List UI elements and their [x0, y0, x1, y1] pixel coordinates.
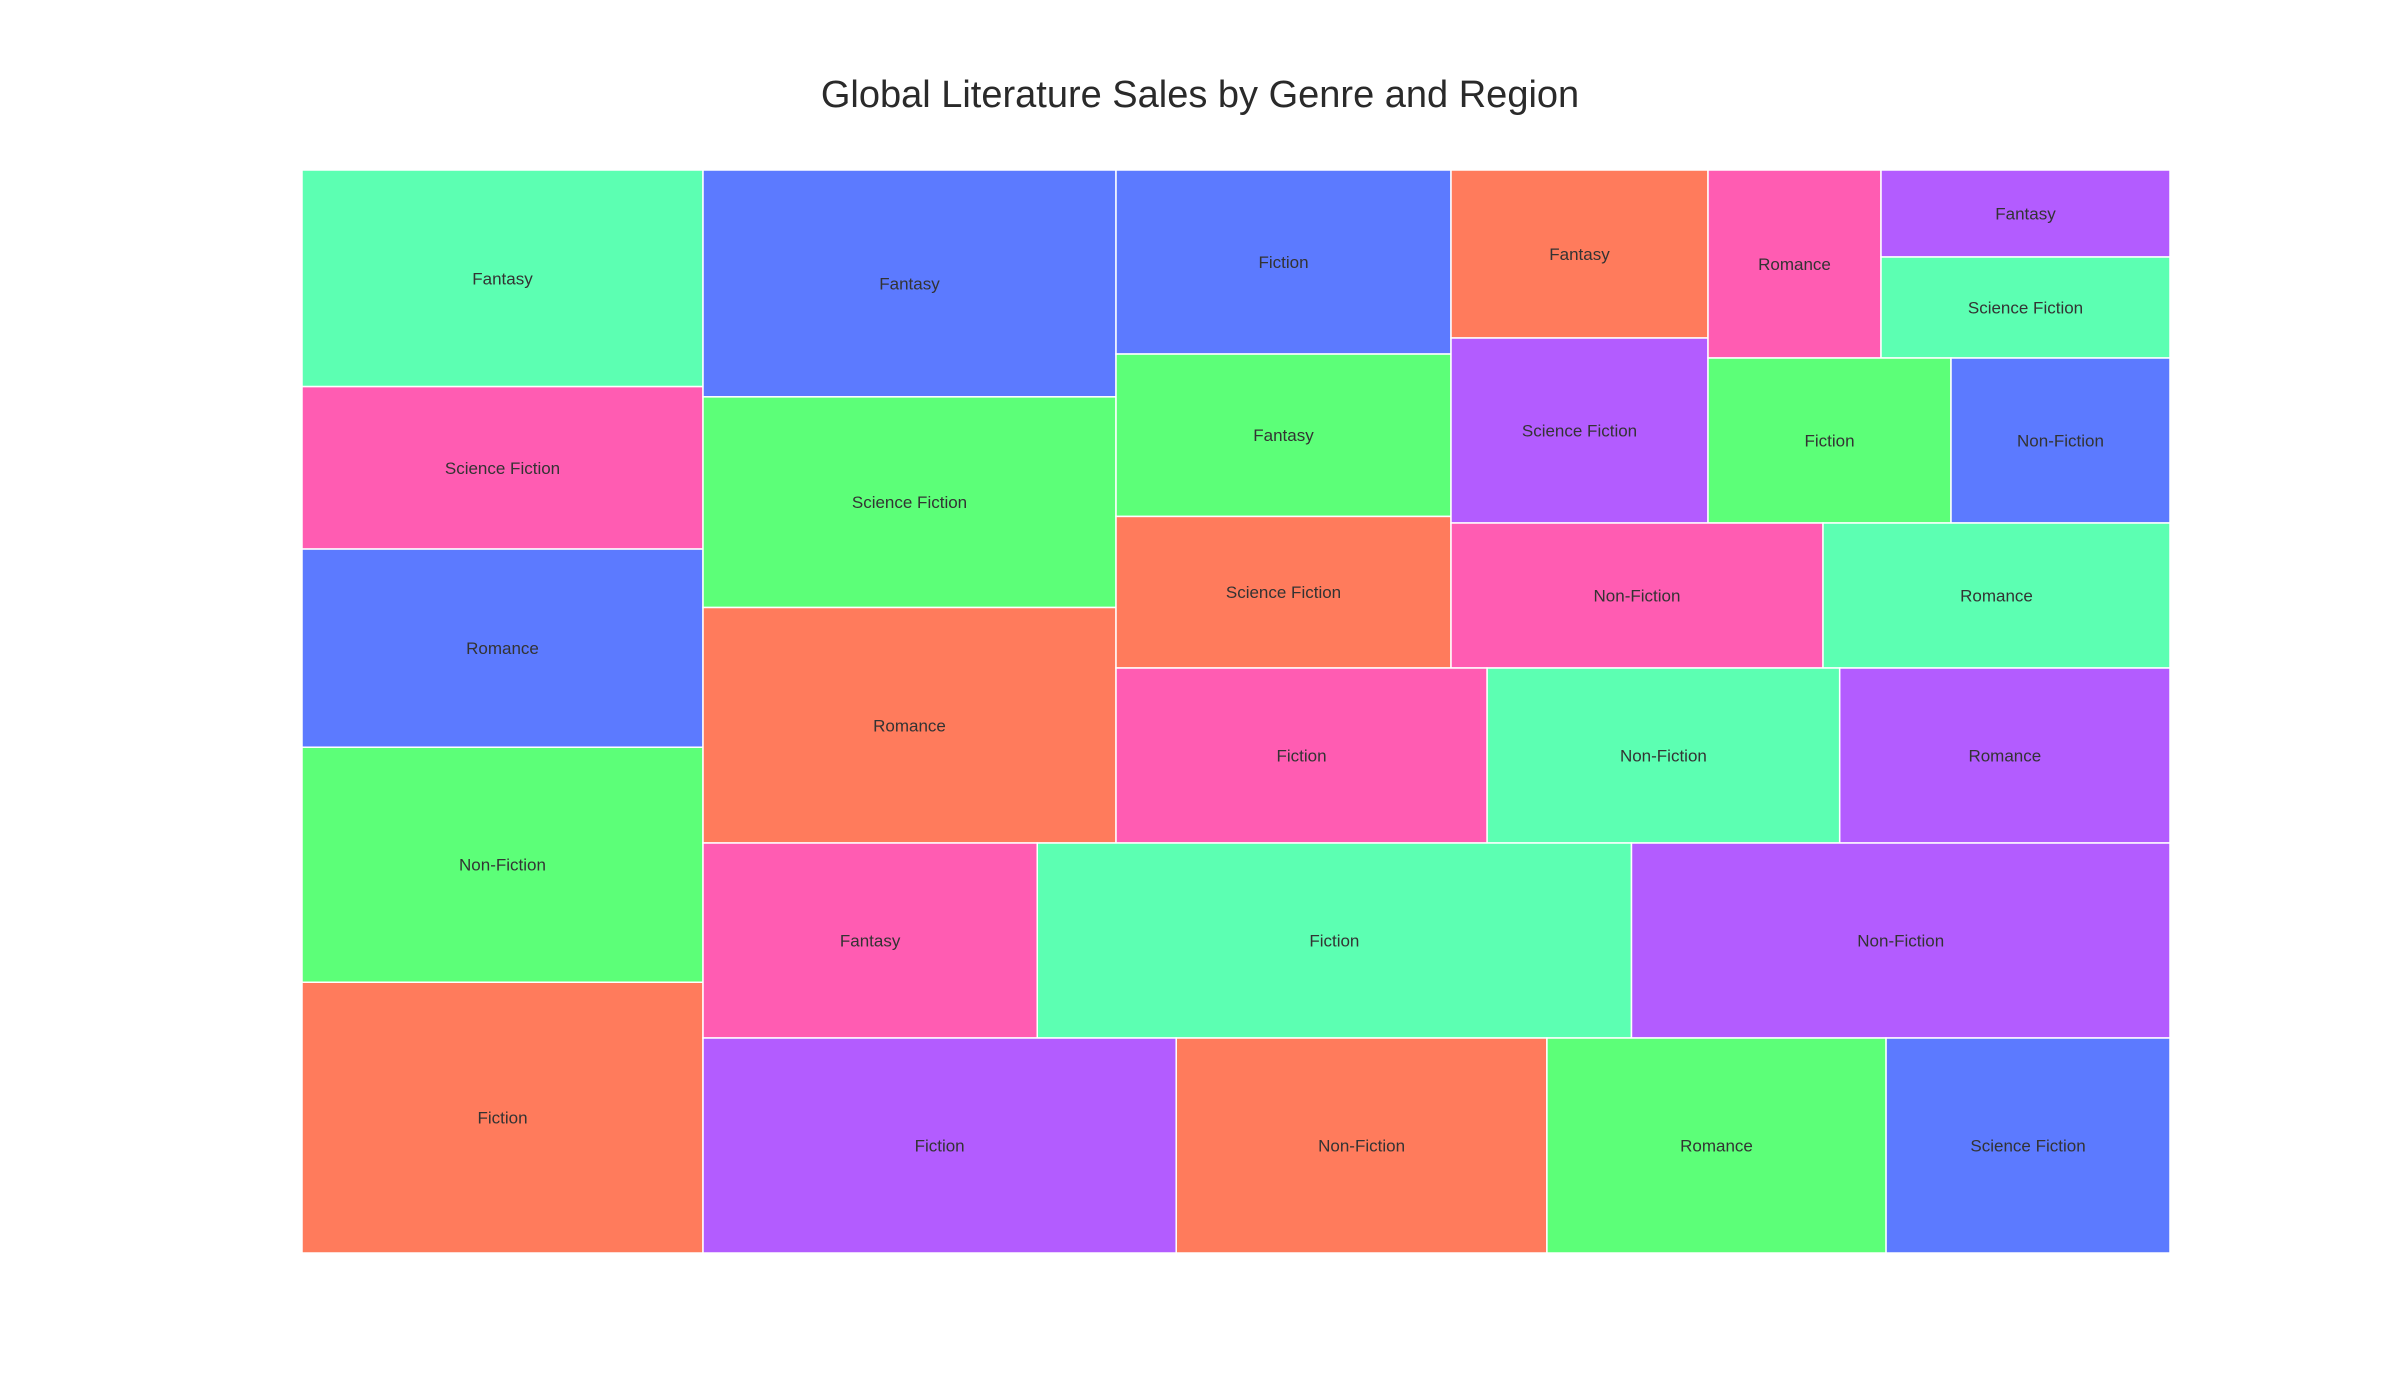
treemap-tile[interactable]: Fiction	[1115, 667, 1488, 844]
tile-label: Fiction	[915, 1137, 965, 1156]
tile-rect[interactable]	[1950, 357, 2171, 524]
chart-title: Global Literature Sales by Genre and Reg…	[820, 74, 1580, 116]
tile-label: Fiction	[1258, 253, 1308, 272]
tile-label: Non-Fiction	[1318, 1137, 1405, 1156]
tile-label: Science Fiction	[1968, 299, 2083, 318]
tile-rect[interactable]	[1115, 667, 1488, 844]
treemap-tile[interactable]: Non-Fiction	[301, 746, 704, 984]
tile-label: Science Fiction	[1226, 583, 1341, 602]
treemap-tile[interactable]: Fiction	[1707, 357, 1952, 524]
treemap-tile[interactable]: Fantasy	[1880, 169, 2171, 258]
tile-rect[interactable]	[702, 169, 1117, 398]
tile-label: Romance	[1968, 747, 2041, 766]
treemap-tile[interactable]: Fantasy	[702, 842, 1039, 1039]
treemap-tile[interactable]: Science Fiction	[301, 385, 704, 550]
tile-rect[interactable]	[1450, 169, 1709, 339]
tile-rect[interactable]	[1115, 169, 1452, 355]
tile-label: Science Fiction	[1970, 1137, 2085, 1156]
treemap-tile[interactable]: Romance	[702, 606, 1117, 844]
tile-rect[interactable]	[1885, 1037, 2171, 1254]
treemap-tile[interactable]: Romance	[1546, 1037, 1887, 1254]
tile-rect[interactable]	[301, 746, 704, 984]
tile-rect[interactable]	[702, 396, 1117, 609]
tile-rect[interactable]	[702, 842, 1039, 1039]
tile-rect[interactable]	[1546, 1037, 1887, 1254]
treemap-tile[interactable]: Science Fiction	[1115, 515, 1452, 669]
treemap-tile[interactable]: Romance	[1822, 522, 2171, 669]
tile-rect[interactable]	[1707, 169, 1882, 359]
treemap-tile[interactable]: Non-Fiction	[1175, 1037, 1548, 1254]
treemap-tile[interactable]: Fantasy	[1450, 169, 1709, 339]
tile-label: Fantasy	[1995, 205, 2056, 224]
treemap-tile[interactable]: Non-Fiction	[1450, 522, 1824, 669]
treemap-tile[interactable]: Fantasy	[702, 169, 1117, 398]
treemap-tile[interactable]: Non-Fiction	[1486, 667, 1841, 844]
treemap-tile[interactable]: Science Fiction	[1885, 1037, 2171, 1254]
treemap-tile[interactable]: Science Fiction	[1450, 337, 1709, 524]
tile-label: Fantasy	[840, 932, 901, 951]
tile-label: Fantasy	[1549, 245, 1610, 264]
tile-label: Non-Fiction	[2017, 432, 2104, 451]
tile-label: Fiction	[1277, 747, 1327, 766]
tile-label: Fantasy	[879, 274, 940, 293]
tile-rect[interactable]	[1822, 522, 2171, 669]
tile-label: Fantasy	[472, 269, 533, 288]
tile-label: Romance	[1960, 587, 2033, 606]
tile-rect[interactable]	[1880, 169, 2171, 258]
tile-label: Fiction	[1309, 932, 1359, 951]
treemap-tile[interactable]: Fiction	[702, 1037, 1177, 1254]
tile-rect[interactable]	[301, 169, 704, 388]
tile-label: Romance	[466, 639, 539, 658]
treemap-tile[interactable]: Science Fiction	[702, 396, 1117, 609]
treemap-tile[interactable]: Fantasy	[1115, 353, 1452, 518]
tile-rect[interactable]	[1838, 667, 2171, 844]
tile-rect[interactable]	[301, 548, 704, 748]
treemap-tile[interactable]: Fantasy	[301, 169, 704, 388]
tile-label: Fantasy	[1253, 426, 1314, 445]
tile-label: Non-Fiction	[1594, 587, 1681, 606]
tile-rect[interactable]	[1450, 522, 1824, 669]
tile-rect[interactable]	[1450, 337, 1709, 524]
tile-rect[interactable]	[1115, 353, 1452, 518]
treemap-tile[interactable]: Fiction	[301, 981, 704, 1254]
treemap-tile[interactable]: Romance	[301, 548, 704, 748]
tile-label: Romance	[873, 716, 946, 735]
tile-label: Science Fiction	[852, 493, 967, 512]
tile-rect[interactable]	[301, 385, 704, 550]
tile-label: Fiction	[477, 1109, 527, 1128]
tile-rect[interactable]	[301, 981, 704, 1254]
tile-label: Fiction	[1804, 432, 1854, 451]
tile-label: Romance	[1680, 1137, 1753, 1156]
treemap-tile[interactable]: Fiction	[1115, 169, 1452, 355]
treemap-tile[interactable]: Science Fiction	[1880, 256, 2171, 359]
tile-rect[interactable]	[1486, 667, 1841, 844]
tile-label: Science Fiction	[445, 459, 560, 478]
tile-label: Non-Fiction	[1620, 747, 1707, 766]
tile-label: Non-Fiction	[1857, 932, 1944, 951]
treemap-tile[interactable]: Romance	[1707, 169, 1882, 359]
treemap-tile[interactable]: Non-Fiction	[1630, 842, 2171, 1039]
treemap-tile[interactable]: Non-Fiction	[1950, 357, 2171, 524]
tile-label: Non-Fiction	[459, 856, 546, 875]
tile-rect[interactable]	[1630, 842, 2171, 1039]
treemap-tile[interactable]: Romance	[1838, 667, 2171, 844]
treemap-tile[interactable]: Fiction	[1036, 842, 1633, 1039]
tile-rect[interactable]	[702, 606, 1117, 844]
tile-rect[interactable]	[1880, 256, 2171, 359]
tile-label: Science Fiction	[1522, 422, 1637, 441]
tile-label: Romance	[1758, 255, 1831, 274]
tile-rect[interactable]	[1036, 842, 1633, 1039]
tile-rect[interactable]	[1707, 357, 1952, 524]
